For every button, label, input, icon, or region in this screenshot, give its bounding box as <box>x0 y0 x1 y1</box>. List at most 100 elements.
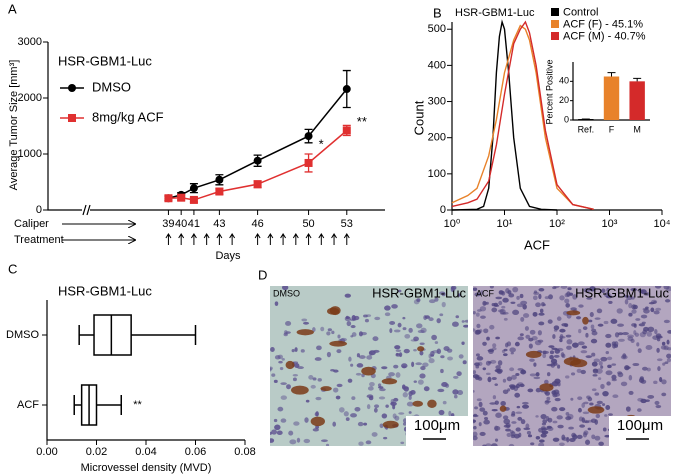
cell <box>624 299 629 305</box>
cell <box>527 388 534 393</box>
image-label: DMSO <box>273 288 300 298</box>
legend-label: Control <box>563 6 598 18</box>
cell <box>293 421 300 426</box>
cell <box>474 292 481 297</box>
treatment-arrow <box>267 233 274 245</box>
vessel <box>291 385 309 395</box>
cell <box>417 329 425 334</box>
cell <box>503 353 508 357</box>
cell <box>378 386 384 389</box>
cell <box>491 376 497 381</box>
cell <box>345 417 350 421</box>
cell <box>642 366 648 371</box>
x-tick-label: 0.04 <box>135 446 156 458</box>
cell <box>657 366 661 372</box>
vessel <box>285 360 295 370</box>
cell <box>577 341 585 346</box>
cell <box>643 308 650 314</box>
cell <box>273 418 278 423</box>
cell <box>315 425 320 429</box>
cell <box>428 358 435 364</box>
vessel <box>382 420 399 429</box>
cell <box>413 380 417 383</box>
cell <box>519 383 525 388</box>
data-point <box>215 187 224 196</box>
data-point <box>304 158 313 167</box>
cell <box>479 431 486 437</box>
cell <box>572 294 578 300</box>
cell <box>666 339 670 345</box>
cell <box>662 362 666 366</box>
cell <box>453 394 458 399</box>
cell <box>541 427 548 431</box>
cell <box>656 358 663 362</box>
x-tick-label: 39 <box>162 218 174 230</box>
cell <box>487 349 495 352</box>
cell <box>393 329 401 333</box>
cell <box>416 298 421 302</box>
cell <box>312 428 319 432</box>
cell <box>535 436 541 440</box>
cell <box>296 437 301 443</box>
cell <box>485 443 492 446</box>
cell <box>549 354 554 360</box>
cell <box>566 345 572 350</box>
cell <box>286 384 291 390</box>
cell <box>367 386 374 391</box>
cell <box>478 401 483 408</box>
micrograph: DMSO HSR-GBM1-Luc 100μm <box>270 285 468 446</box>
vessel <box>329 340 348 347</box>
cell <box>473 287 478 291</box>
bar <box>603 76 620 120</box>
cell <box>483 419 490 425</box>
bar <box>629 81 645 120</box>
cell <box>402 422 407 426</box>
cell <box>540 413 547 420</box>
cell <box>411 361 415 368</box>
cell <box>590 324 595 329</box>
cell <box>473 435 478 441</box>
x-tick-label: 10⁰ <box>444 218 461 230</box>
cell <box>522 304 527 310</box>
cell <box>377 383 382 387</box>
cell <box>458 354 464 359</box>
cell <box>591 352 596 357</box>
cell <box>478 422 482 427</box>
cell <box>659 377 663 383</box>
cell <box>581 345 588 349</box>
cell <box>509 347 516 353</box>
cell <box>291 349 295 353</box>
cell <box>565 412 570 416</box>
data-point <box>342 85 351 94</box>
cell <box>591 434 596 440</box>
cell <box>582 326 588 331</box>
cell <box>570 372 576 376</box>
cell <box>591 361 598 367</box>
cell <box>606 287 610 292</box>
cell <box>502 378 507 383</box>
cell <box>316 345 322 351</box>
cell <box>560 286 568 289</box>
cell <box>508 293 515 298</box>
cell <box>347 378 353 383</box>
cell <box>473 328 476 332</box>
cell <box>576 368 582 373</box>
cell <box>494 426 501 431</box>
cell <box>355 372 362 376</box>
cell <box>559 295 565 301</box>
cell <box>473 425 477 430</box>
error-bar <box>633 77 642 82</box>
cell <box>495 412 502 418</box>
vessel <box>310 416 325 427</box>
cell <box>631 304 637 310</box>
cell <box>476 356 484 361</box>
cell <box>576 316 582 320</box>
cell <box>473 390 475 393</box>
x-tick-label: 43 <box>213 218 225 230</box>
cell <box>605 333 612 339</box>
cell <box>628 312 633 317</box>
cell <box>601 288 606 294</box>
cell <box>509 430 514 434</box>
cell <box>643 292 651 296</box>
cell <box>379 423 384 429</box>
